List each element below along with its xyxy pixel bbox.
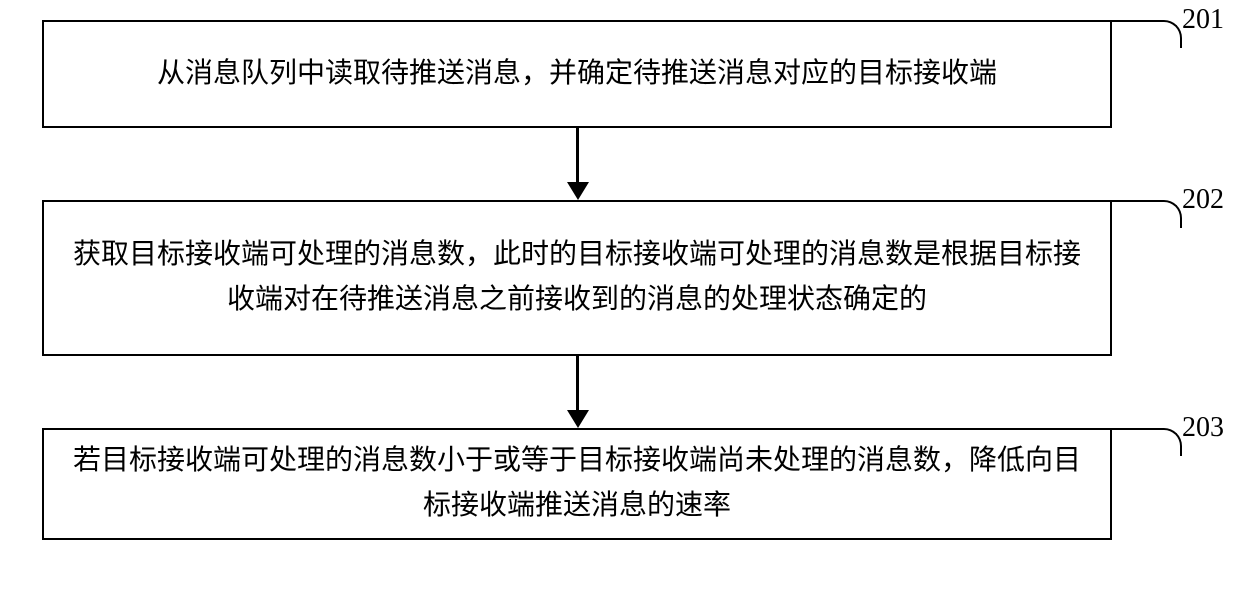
label-connector-202 <box>1112 200 1182 228</box>
flow-node-203: 若目标接收端可处理的消息数小于或等于目标接收端尚未处理的消息数，降低向目标接收端… <box>42 428 1112 540</box>
arrow-201-202-shaft <box>576 128 579 184</box>
flow-label-202: 202 <box>1182 184 1224 216</box>
flow-label-201: 201 <box>1182 4 1224 36</box>
flow-node-201: 从消息队列中读取待推送消息，并确定待推送消息对应的目标接收端 <box>42 20 1112 128</box>
flow-node-201-text: 从消息队列中读取待推送消息，并确定待推送消息对应的目标接收端 <box>157 52 997 97</box>
label-connector-203 <box>1112 428 1182 456</box>
flow-node-203-text: 若目标接收端可处理的消息数小于或等于目标接收端尚未处理的消息数，降低向目标接收端… <box>68 439 1086 529</box>
label-connector-201 <box>1112 20 1182 48</box>
arrow-202-203-head <box>567 410 589 428</box>
flow-label-203: 203 <box>1182 412 1224 444</box>
flowchart-canvas: 从消息队列中读取待推送消息，并确定待推送消息对应的目标接收端 201 获取目标接… <box>0 0 1240 605</box>
arrow-201-202-head <box>567 182 589 200</box>
flow-node-202-text: 获取目标接收端可处理的消息数，此时的目标接收端可处理的消息数是根据目标接收端对在… <box>68 233 1086 323</box>
flow-node-202: 获取目标接收端可处理的消息数，此时的目标接收端可处理的消息数是根据目标接收端对在… <box>42 200 1112 356</box>
arrow-202-203-shaft <box>576 356 579 412</box>
